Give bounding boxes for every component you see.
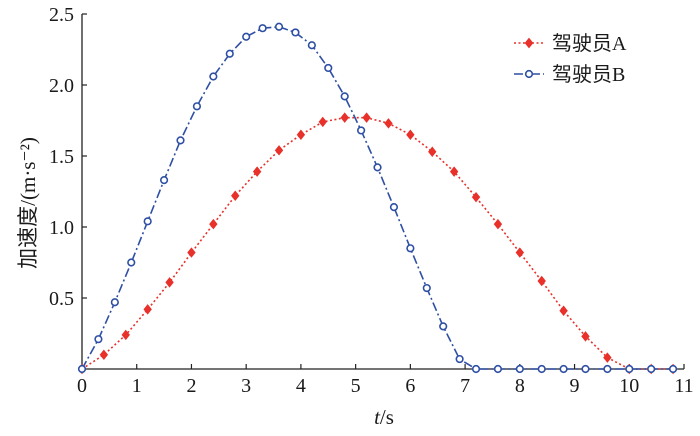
data-point [515, 364, 524, 374]
data-point [94, 335, 103, 344]
y-axis-title: 加速度/(m·s⁻²) [16, 137, 40, 269]
x-axis-title-unit: /s [380, 405, 394, 429]
x-tick-label: 1 [132, 375, 142, 397]
data-point [209, 218, 218, 230]
series-line-2 [81, 25, 674, 370]
data-point [274, 22, 284, 31]
data-point [471, 191, 481, 203]
data-point [121, 329, 130, 341]
data-point [406, 244, 415, 253]
data-point [159, 176, 169, 185]
y-ticks: 0.5 1.0 1.5 2.0 2.5 [49, 4, 87, 310]
x-tick-label: 2 [186, 375, 196, 397]
data-point [373, 163, 382, 172]
x-tick-label: 4 [296, 375, 306, 397]
data-point [428, 146, 437, 157]
data-point [110, 298, 119, 307]
data-point [603, 364, 612, 374]
x-tick-label: 7 [460, 375, 470, 397]
y-tick-label: 2.0 [49, 75, 74, 97]
x-tick-label: 0 [77, 375, 87, 397]
y-tick-label: 1.5 [49, 146, 74, 168]
data-point [559, 364, 568, 374]
data-point [143, 217, 152, 226]
data-point [559, 305, 568, 317]
data-point [143, 304, 152, 315]
legend-marker-a [524, 37, 534, 49]
data-point [252, 166, 262, 177]
data-point [274, 145, 284, 156]
data-point [324, 63, 333, 73]
series-layer [77, 22, 678, 375]
data-point [647, 364, 656, 374]
legend-marker-b [524, 69, 534, 79]
legend-item-a: 驾驶员A [514, 32, 627, 55]
y-tick-label: 1.0 [49, 217, 74, 239]
data-point [340, 112, 349, 123]
data-point [99, 349, 109, 361]
data-point [515, 247, 525, 258]
data-point [192, 102, 202, 111]
x-tick-label: 9 [570, 375, 580, 397]
data-point [291, 28, 300, 37]
x-tick-label: 10 [619, 375, 639, 397]
data-point [258, 24, 267, 33]
y-tick-label: 2.5 [49, 4, 74, 26]
data-point [357, 126, 366, 135]
x-axis-title-variable: t [374, 405, 381, 429]
data-point [165, 277, 174, 288]
data-point [384, 118, 393, 129]
x-tick-label: 11 [674, 375, 693, 397]
data-point [187, 247, 196, 258]
data-point [406, 129, 415, 140]
data-point [296, 129, 306, 140]
x-tick-label: 3 [241, 375, 251, 397]
data-point [603, 352, 612, 363]
data-point [422, 283, 431, 293]
data-point [471, 364, 481, 374]
data-point [231, 190, 240, 202]
y-tick-label: 0.5 [49, 288, 74, 310]
data-point [537, 275, 546, 287]
legend-item-b: 驾驶员B [514, 63, 625, 86]
plot-area: 0 1 2 3 4 5 6 7 8 9 10 11 0.5 1.0 1.5 2.0 2.5 [49, 4, 694, 397]
data-point [537, 364, 546, 374]
data-point [307, 41, 316, 50]
series-line-1 [81, 116, 674, 370]
data-point [668, 364, 678, 374]
data-point [581, 331, 590, 342]
data-point [225, 49, 234, 58]
x-tick-label: 6 [405, 375, 415, 397]
x-tick-label: 8 [515, 375, 525, 397]
data-point [439, 322, 448, 331]
legend-label-b: 驾驶员B [552, 63, 625, 86]
data-point [340, 92, 349, 101]
legend: 驾驶员A 驾驶员B [514, 32, 627, 86]
x-axis-title: t/s [374, 405, 394, 429]
legend-label-a: 驾驶员A [552, 32, 627, 55]
data-point [389, 203, 399, 212]
data-point [493, 364, 503, 374]
data-point [77, 364, 87, 374]
data-point [493, 218, 503, 230]
data-point [209, 72, 218, 81]
data-point [362, 112, 371, 123]
x-ticks: 0 1 2 3 4 5 6 7 8 9 10 11 [77, 364, 694, 397]
data-point [449, 166, 459, 177]
data-point [127, 258, 136, 267]
x-tick-label: 5 [351, 375, 361, 397]
data-point [176, 136, 185, 145]
data-point [242, 32, 251, 41]
data-point [455, 354, 464, 364]
data-point [625, 364, 634, 374]
data-point [318, 116, 327, 128]
data-point [581, 364, 590, 374]
